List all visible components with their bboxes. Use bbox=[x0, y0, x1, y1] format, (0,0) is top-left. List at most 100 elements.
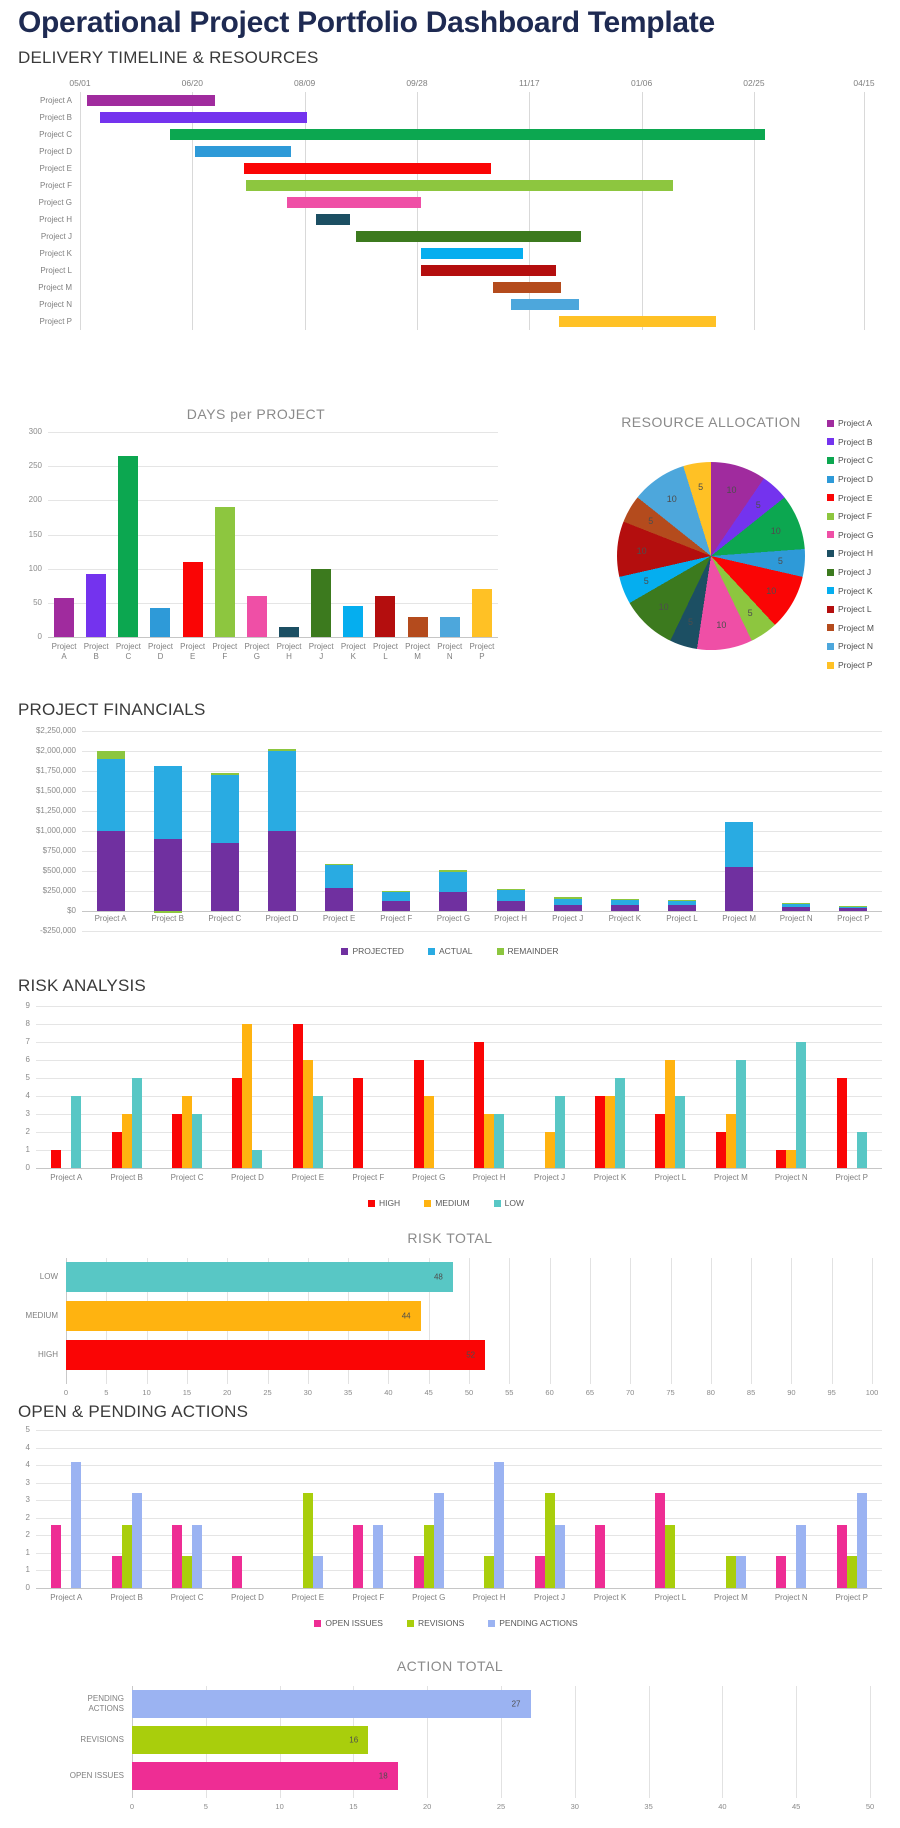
x-axis-label: Project K bbox=[593, 1593, 627, 1602]
fin-column: Project A bbox=[82, 731, 139, 931]
x-axis-label: Project F bbox=[352, 1593, 385, 1602]
pie-slice-value: 5 bbox=[755, 500, 761, 510]
legend-item: Project D bbox=[827, 470, 874, 489]
x-axis-label: Project E bbox=[180, 642, 206, 662]
x-axis-label: Project N bbox=[774, 1173, 808, 1182]
bar-group bbox=[761, 1524, 821, 1588]
y-axis-label: 200 bbox=[28, 495, 42, 505]
fin-column: Project B bbox=[139, 731, 196, 931]
bar-cell bbox=[80, 574, 112, 637]
fin-bar-segment bbox=[439, 891, 468, 911]
gridline bbox=[48, 534, 498, 536]
pie-slice-value: 10 bbox=[766, 585, 777, 596]
bar-group bbox=[338, 1524, 398, 1588]
x-axis-label: 50 bbox=[865, 1802, 875, 1811]
bar bbox=[725, 1114, 736, 1168]
gantt-gridline bbox=[304, 92, 306, 330]
pie-slice-value: 5 bbox=[648, 516, 654, 527]
y-axis-label: $1,000,000 bbox=[35, 826, 76, 835]
y-axis-label: 2 bbox=[25, 1512, 30, 1522]
legend-label: Project D bbox=[838, 474, 873, 485]
bar bbox=[665, 1060, 676, 1168]
bar bbox=[192, 1114, 203, 1168]
legend-label: Project F bbox=[838, 511, 873, 522]
days-bars bbox=[48, 432, 498, 637]
legend-swatch bbox=[424, 1199, 432, 1207]
x-axis-label: Project B bbox=[110, 1173, 143, 1182]
legend-item: Project L bbox=[827, 600, 874, 619]
legend-item: Project C bbox=[827, 451, 874, 470]
bar bbox=[343, 606, 364, 637]
bar-group bbox=[459, 1042, 519, 1168]
y-axis-label: -$250,000 bbox=[39, 926, 76, 935]
bar-group bbox=[761, 1042, 821, 1168]
bar bbox=[776, 1556, 787, 1588]
x-axis-label: Project A bbox=[50, 1173, 83, 1182]
y-axis-label: 7 bbox=[25, 1037, 30, 1046]
bar bbox=[71, 1461, 82, 1588]
category-label: HIGH bbox=[38, 1350, 58, 1359]
x-axis-label: Project G bbox=[412, 1593, 446, 1602]
gantt-gridline bbox=[753, 92, 755, 330]
gantt-date-label: 08/09 bbox=[294, 78, 316, 88]
x-axis-label: Project D bbox=[265, 914, 299, 923]
gridline bbox=[36, 1500, 882, 1502]
bar bbox=[182, 1556, 193, 1588]
fin-bar-segment bbox=[439, 871, 468, 892]
fin-bar-segment bbox=[153, 766, 182, 839]
section-heading-risk: RISK ANALYSIS bbox=[18, 976, 146, 995]
page-title: Operational Project Portfolio Dashboard … bbox=[18, 6, 715, 39]
days-per-project-chart: DAYS per PROJECT 300 250 200 150 100 50 0 Projec… bbox=[14, 406, 498, 663]
x-axis-label: 60 bbox=[545, 1388, 554, 1397]
gantt-row: Project J bbox=[41, 228, 882, 245]
gridline bbox=[36, 1447, 882, 1449]
bar-group bbox=[338, 1078, 398, 1168]
gridline bbox=[710, 1258, 712, 1384]
bar-groups bbox=[36, 1430, 882, 1588]
pie-slice-value: 5 bbox=[687, 617, 693, 628]
gantt-row: Project E bbox=[40, 160, 882, 177]
y-axis-label: 8 bbox=[25, 1019, 30, 1028]
fin-column: Project J bbox=[539, 731, 596, 931]
legend-item: Project N bbox=[827, 637, 874, 656]
bar: 27 bbox=[132, 1690, 531, 1718]
gantt-row-label: Project N bbox=[39, 300, 72, 309]
x-axis-label: 50 bbox=[464, 1388, 474, 1397]
gantt-bar bbox=[169, 129, 766, 140]
bar bbox=[302, 1493, 313, 1588]
legend-label: Project K bbox=[838, 585, 873, 596]
bar bbox=[54, 598, 75, 637]
bar bbox=[494, 1461, 505, 1588]
gantt-bar bbox=[511, 299, 579, 310]
bar-group bbox=[217, 1024, 277, 1168]
x-axis-label: 100 bbox=[865, 1388, 879, 1397]
x-axis-label: Project J bbox=[552, 914, 584, 923]
days-plot-wrap: 300 250 200 150 100 50 0 bbox=[29, 427, 498, 641]
bar bbox=[252, 1150, 263, 1168]
fin-bar-segment bbox=[553, 904, 582, 911]
legend-item: REMAINDER bbox=[496, 946, 559, 956]
fin-bar-segment bbox=[210, 773, 239, 775]
resource-allocation-chart: RESOURCE ALLOCATION 10 5 10 5 10 5 10 5 10 5 10 5 10 5… bbox=[506, 406, 900, 706]
legend-swatch bbox=[427, 947, 435, 955]
gridline bbox=[36, 1482, 882, 1484]
bar bbox=[131, 1493, 142, 1588]
gantt-row-label: Project A bbox=[39, 96, 72, 105]
fin-bar-segment bbox=[839, 906, 868, 908]
x-axis-label: Project G bbox=[244, 642, 270, 662]
x-axis-label: Project C bbox=[208, 914, 242, 923]
risk-analysis-chart: 9 8 7 6 5 4 3 2 1 0 Project A Project B Project C Pro… bbox=[10, 1001, 882, 1208]
gantt-bar bbox=[356, 231, 581, 242]
gantt-row-label: Project D bbox=[39, 147, 72, 156]
fin-column: Project H bbox=[482, 731, 539, 931]
legend-item: OPEN ISSUES bbox=[314, 1618, 383, 1628]
gridline bbox=[36, 1024, 882, 1025]
gridline bbox=[574, 1686, 576, 1798]
legend-item: Project H bbox=[827, 544, 874, 563]
action-total-chart: ACTION TOTAL 0 5 10 15 20 25 30 35 40 45 50 PENDING … bbox=[18, 1658, 882, 1811]
legend-swatch bbox=[488, 1619, 496, 1627]
bar-group bbox=[640, 1493, 700, 1588]
y-axis-label: $250,000 bbox=[42, 886, 76, 895]
bar-group bbox=[96, 1493, 156, 1588]
x-axis-label: Project G bbox=[436, 914, 471, 923]
